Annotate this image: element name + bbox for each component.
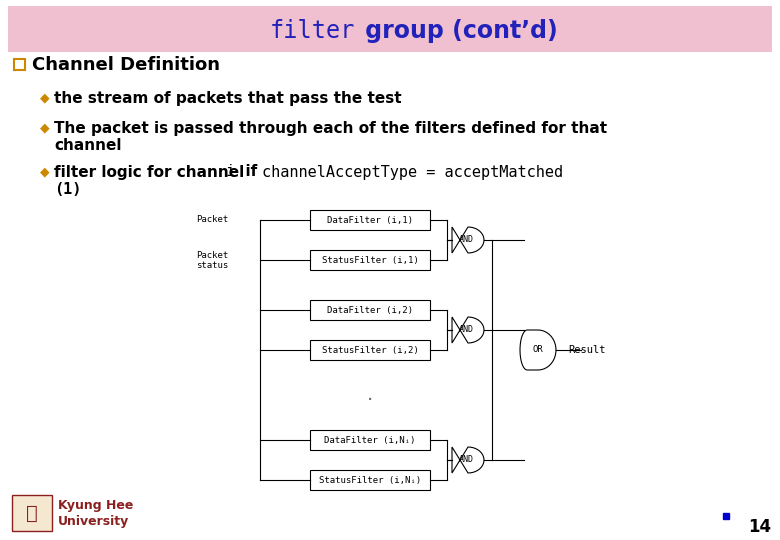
FancyBboxPatch shape xyxy=(310,470,430,490)
Text: OR: OR xyxy=(533,346,544,354)
Text: if: if xyxy=(235,165,263,179)
Text: channelAcceptType = acceptMatched: channelAcceptType = acceptMatched xyxy=(262,165,563,179)
Text: StatusFilter (i,Nᵢ): StatusFilter (i,Nᵢ) xyxy=(319,476,421,484)
Text: AND: AND xyxy=(459,456,473,464)
Text: channel: channel xyxy=(54,138,122,152)
FancyBboxPatch shape xyxy=(310,250,430,270)
Text: status: status xyxy=(196,261,229,271)
Polygon shape xyxy=(452,317,484,343)
FancyBboxPatch shape xyxy=(12,495,52,531)
Text: AND: AND xyxy=(459,235,473,245)
Text: AND: AND xyxy=(459,326,473,334)
Text: .: . xyxy=(367,386,373,404)
Text: ◆: ◆ xyxy=(40,165,50,179)
Text: i: i xyxy=(226,165,235,179)
Text: StatusFilter (i,1): StatusFilter (i,1) xyxy=(321,255,418,265)
FancyBboxPatch shape xyxy=(310,340,430,360)
Text: DataFilter (i,2): DataFilter (i,2) xyxy=(327,306,413,314)
Text: 14: 14 xyxy=(748,518,771,536)
Text: group (cont’d): group (cont’d) xyxy=(357,19,558,43)
Polygon shape xyxy=(452,227,484,253)
Text: (1): (1) xyxy=(54,181,81,197)
Text: Result: Result xyxy=(568,345,605,355)
Text: ◆: ◆ xyxy=(40,91,50,105)
Text: filter: filter xyxy=(270,19,355,43)
Text: DataFilter (i,Nᵢ): DataFilter (i,Nᵢ) xyxy=(324,435,416,444)
Text: Packet: Packet xyxy=(196,251,229,260)
Text: the stream of packets that pass the test: the stream of packets that pass the test xyxy=(54,91,402,105)
Text: ◆: ◆ xyxy=(40,122,50,134)
Text: University: University xyxy=(58,515,129,528)
Text: StatusFilter (i,2): StatusFilter (i,2) xyxy=(321,346,418,354)
Polygon shape xyxy=(520,330,556,370)
FancyBboxPatch shape xyxy=(310,300,430,320)
FancyBboxPatch shape xyxy=(310,430,430,450)
FancyBboxPatch shape xyxy=(310,210,430,230)
Text: filter logic for channel: filter logic for channel xyxy=(54,165,250,179)
FancyBboxPatch shape xyxy=(8,6,772,52)
Text: DataFilter (i,1): DataFilter (i,1) xyxy=(327,215,413,225)
Text: Channel Definition: Channel Definition xyxy=(32,56,220,74)
Text: The packet is passed through each of the filters defined for that: The packet is passed through each of the… xyxy=(54,120,607,136)
Text: ⛪: ⛪ xyxy=(26,503,38,523)
Text: Packet: Packet xyxy=(196,215,229,225)
Text: Kyung Hee: Kyung Hee xyxy=(58,498,133,511)
Polygon shape xyxy=(452,447,484,473)
